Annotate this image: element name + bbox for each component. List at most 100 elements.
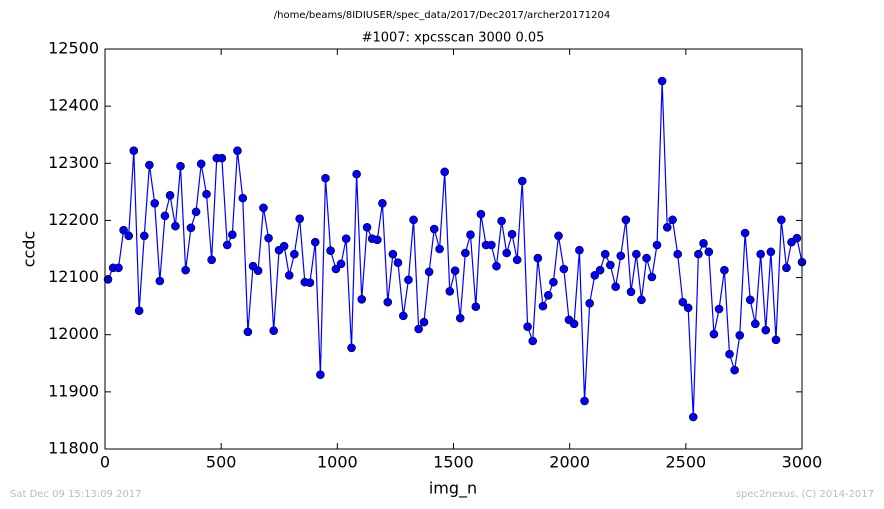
data-point xyxy=(326,246,335,256)
x-tick-label: 2500 xyxy=(665,453,706,472)
data-point xyxy=(259,203,268,213)
data-point xyxy=(352,169,361,179)
data-point xyxy=(321,173,330,183)
data-point xyxy=(269,326,278,336)
data-point xyxy=(549,277,558,287)
data-point xyxy=(243,327,253,337)
data-point xyxy=(471,302,481,312)
data-point xyxy=(217,153,227,163)
data-point xyxy=(139,231,149,241)
data-point xyxy=(341,234,351,244)
data-point xyxy=(383,297,393,307)
data-point xyxy=(310,237,320,247)
data-point xyxy=(600,249,610,259)
data-point xyxy=(771,335,781,345)
x-tick-label: 0 xyxy=(100,453,110,472)
data-point xyxy=(575,245,584,255)
data-point xyxy=(606,260,615,270)
data-point xyxy=(305,278,315,288)
data-point xyxy=(657,76,667,86)
data-point xyxy=(626,287,636,297)
data-point xyxy=(538,301,548,311)
footer-right: spec2nexus, (C) 2014-2017 xyxy=(736,489,874,500)
data-point xyxy=(497,216,506,226)
data-point xyxy=(284,270,294,280)
data-point xyxy=(419,317,429,327)
data-point xyxy=(424,267,434,277)
data-point xyxy=(429,224,439,234)
data-point xyxy=(440,167,449,177)
y-tick-label: 12100 xyxy=(48,267,99,286)
data-point xyxy=(792,233,802,243)
data-point xyxy=(751,319,760,329)
data-point xyxy=(228,230,237,240)
data-point xyxy=(295,214,304,224)
data-point xyxy=(569,319,579,329)
data-point xyxy=(662,222,672,232)
suptitle: /home/beams/8IDIUSER/spec_data/2017/Dec2… xyxy=(274,10,610,21)
data-point xyxy=(492,261,501,271)
data-point xyxy=(461,248,470,258)
y-tick-label: 12300 xyxy=(48,153,99,172)
data-point xyxy=(632,249,641,259)
data-point xyxy=(331,264,341,274)
data-point xyxy=(145,160,154,170)
data-point xyxy=(378,198,387,208)
data-point xyxy=(512,255,522,265)
y-tick-label: 11900 xyxy=(48,381,99,400)
data-point xyxy=(372,235,382,245)
data-point xyxy=(155,276,165,286)
data-point xyxy=(124,231,133,241)
data-point xyxy=(279,241,289,251)
data-point xyxy=(388,249,398,259)
y-tick-label: 12000 xyxy=(48,324,99,343)
data-point xyxy=(777,215,786,225)
data-point xyxy=(181,265,190,275)
data-point xyxy=(290,249,299,259)
data-point xyxy=(714,304,724,314)
data-point xyxy=(554,231,563,241)
data-point xyxy=(735,330,745,340)
data-point xyxy=(264,233,273,243)
data-point xyxy=(756,249,765,259)
data-point xyxy=(590,270,600,280)
x-tick-label: 1000 xyxy=(317,453,358,472)
data-point xyxy=(709,329,719,339)
data-point xyxy=(238,193,248,203)
x-tick-label: 3000 xyxy=(782,453,823,472)
data-point xyxy=(704,247,714,257)
data-point xyxy=(134,306,144,316)
data-point xyxy=(176,161,185,171)
data-point xyxy=(611,282,620,292)
data-point xyxy=(673,249,683,259)
data-point xyxy=(730,365,739,375)
data-point xyxy=(450,266,460,276)
data-point xyxy=(766,247,776,257)
data-point xyxy=(362,222,372,232)
data-point xyxy=(191,207,201,217)
footer-left: Sat Dec 09 15:13:09 2017 xyxy=(10,489,142,500)
data-point xyxy=(580,396,589,406)
data-point xyxy=(336,259,346,269)
data-point xyxy=(678,297,688,307)
data-point xyxy=(745,295,755,305)
data-point xyxy=(507,229,517,239)
data-point xyxy=(688,412,698,422)
y-tick-label: 11800 xyxy=(48,439,99,458)
data-point xyxy=(502,248,512,258)
y-axis-label: ccdc xyxy=(20,231,39,268)
data-point xyxy=(404,275,413,285)
data-point xyxy=(595,265,605,275)
data-point xyxy=(720,265,729,275)
data-point xyxy=(616,251,626,261)
data-point xyxy=(466,230,475,240)
data-point xyxy=(699,238,708,248)
data-point xyxy=(647,272,657,282)
data-point xyxy=(455,313,465,323)
data-point xyxy=(171,221,180,231)
data-point xyxy=(517,176,527,186)
data-point xyxy=(637,295,646,305)
data-point xyxy=(207,255,216,265)
